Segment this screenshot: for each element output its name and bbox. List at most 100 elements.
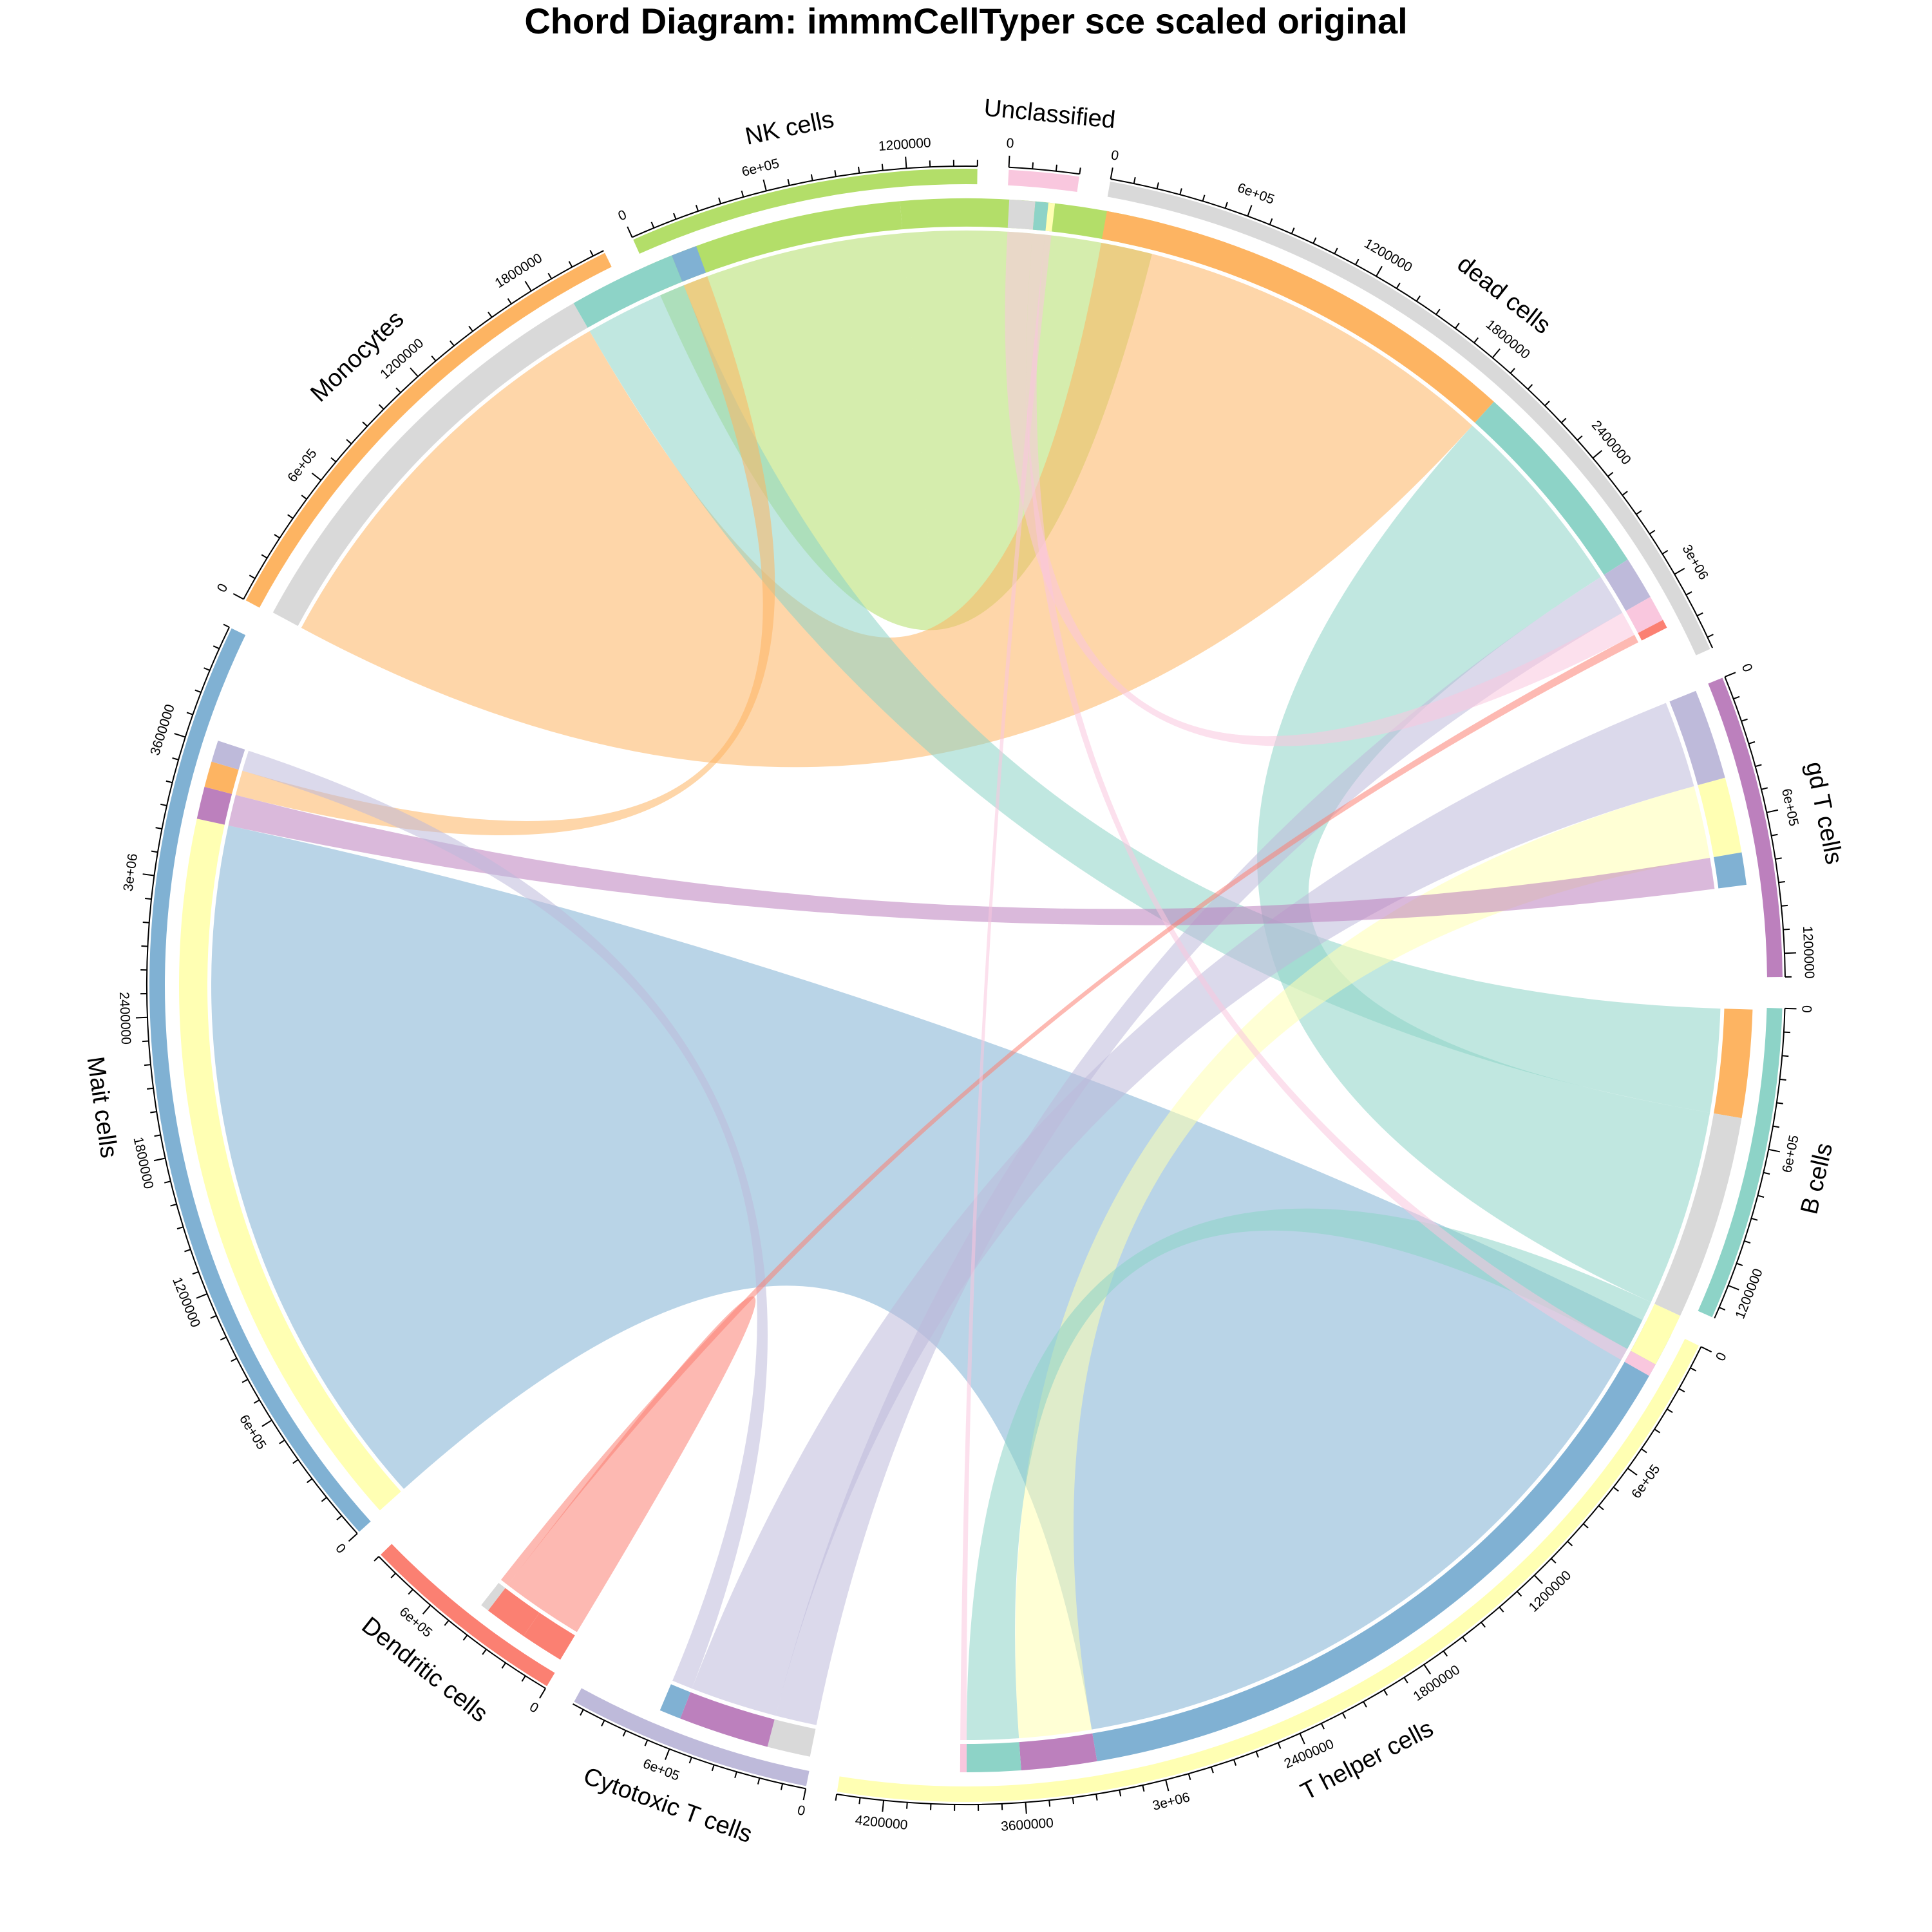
minor-tick — [1567, 1540, 1573, 1546]
minor-tick — [390, 1573, 396, 1578]
tick-label: 2400000 — [117, 992, 133, 1045]
tick-label: 4200000 — [855, 1813, 909, 1833]
minor-tick — [253, 1399, 260, 1404]
minor-tick — [734, 1771, 737, 1779]
minor-tick — [741, 190, 744, 198]
minor-tick — [431, 355, 437, 362]
minor-tick — [1277, 1742, 1282, 1749]
chord-links — [211, 231, 1721, 1741]
minor-tick — [1210, 1766, 1214, 1774]
minor-tick — [858, 166, 860, 173]
minor-tick — [1748, 741, 1756, 744]
minor-tick — [1783, 1031, 1790, 1034]
tick-label: 6e+05 — [740, 156, 781, 180]
tick-label: 3600000 — [1000, 1815, 1054, 1834]
minor-tick — [301, 495, 307, 500]
minor-tick — [547, 272, 553, 279]
minor-tick — [346, 439, 352, 444]
major-tick — [348, 1533, 358, 1542]
inner-bar-t-helper-cells — [960, 1743, 967, 1772]
minor-tick — [1142, 1785, 1145, 1792]
major-tick — [196, 1293, 208, 1299]
minor-tick — [170, 1203, 177, 1207]
minor-tick — [1607, 471, 1614, 477]
minor-tick — [321, 1497, 327, 1502]
chord-b-cells-to-dead-cells — [1257, 425, 1710, 1303]
minor-tick — [210, 1315, 217, 1319]
minor-tick — [1188, 1773, 1191, 1781]
sector-label-mait-cells: Mait cells — [81, 1055, 122, 1160]
minor-tick — [589, 250, 594, 256]
tick-label: 0 — [796, 1803, 806, 1819]
minor-tick — [150, 1111, 157, 1113]
major-tick — [882, 1800, 885, 1812]
minor-tick — [274, 534, 280, 539]
minor-tick — [142, 921, 149, 923]
minor-tick — [1577, 435, 1583, 441]
major-tick — [1701, 1346, 1712, 1353]
minor-tick — [1133, 177, 1136, 184]
major-tick — [1423, 1664, 1432, 1675]
tick-label: 1200000 — [878, 135, 931, 154]
inner-bar-t-helper-cells — [1019, 1733, 1097, 1770]
minor-tick — [1775, 857, 1782, 860]
minor-tick — [881, 164, 884, 171]
minor-tick — [1741, 718, 1748, 722]
tick-label: 6e+05 — [285, 446, 319, 486]
minor-tick — [711, 1765, 715, 1772]
minor-tick — [1499, 1606, 1504, 1613]
minor-tick — [1119, 1790, 1122, 1797]
sector-arc-cytotoxic-t-cells — [574, 1688, 810, 1786]
inner-bar-nk-cells — [647, 201, 903, 292]
minor-tick — [213, 645, 220, 650]
sector-axis-nk-cells — [632, 166, 978, 238]
minor-tick — [374, 1556, 379, 1562]
minor-tick — [1781, 904, 1788, 907]
major-tick — [1674, 567, 1685, 575]
minor-tick — [488, 311, 493, 318]
minor-tick — [650, 222, 655, 229]
major-tick — [1724, 672, 1736, 677]
sector-arc-t-helper-cells — [837, 1338, 1699, 1802]
minor-tick — [1654, 1428, 1661, 1434]
tick-label: 1200000 — [169, 1275, 203, 1329]
tick-label: 6e+05 — [236, 1412, 269, 1452]
tick-label: 3e+06 — [1679, 542, 1710, 583]
inner-bar-t-helper-cells — [966, 1742, 1021, 1772]
minor-tick — [1455, 323, 1460, 329]
inner-bar-dead-cells — [1625, 596, 1663, 634]
tick-label: 3e+06 — [120, 853, 140, 893]
minor-tick — [154, 1134, 161, 1137]
major-tick — [1592, 450, 1602, 459]
tick-label: 1200000 — [1361, 236, 1414, 276]
minor-tick — [601, 1719, 605, 1727]
minor-tick — [1707, 634, 1714, 638]
minor-tick — [810, 174, 813, 181]
chord-cytotoxic-t-cells-to-gd-t-cells — [692, 703, 1694, 1716]
minor-tick — [835, 1794, 838, 1801]
inner-bar-cytotoxic-t-cells — [659, 1684, 691, 1719]
major-tick — [261, 1419, 272, 1427]
inner-bar-dead-cells — [1475, 401, 1628, 575]
minor-tick — [450, 340, 455, 346]
minor-tick — [172, 757, 179, 761]
inner-bar-dendritic-cells — [523, 1613, 575, 1660]
major-tick — [232, 593, 244, 600]
minor-tick — [1233, 1759, 1237, 1766]
major-tick — [422, 1604, 431, 1615]
minor-tick — [1757, 1195, 1765, 1198]
sector-axis-dendritic-cells — [378, 1556, 546, 1689]
sector-arc-gd-t-cells — [1708, 677, 1783, 978]
inner-bar-b-cells — [1624, 1350, 1656, 1376]
tick-label: 3600000 — [147, 703, 178, 757]
minor-tick — [192, 1271, 199, 1275]
minor-tick — [568, 261, 573, 268]
minor-tick — [1772, 1125, 1780, 1128]
inner-bar-monocytes — [672, 246, 706, 282]
major-tick — [1110, 167, 1113, 180]
minor-tick — [1032, 162, 1034, 169]
minor-tick — [501, 1662, 506, 1669]
minor-tick — [1048, 1800, 1051, 1807]
inner-bar-dead-cells — [1102, 211, 1494, 423]
minor-tick — [186, 712, 193, 715]
